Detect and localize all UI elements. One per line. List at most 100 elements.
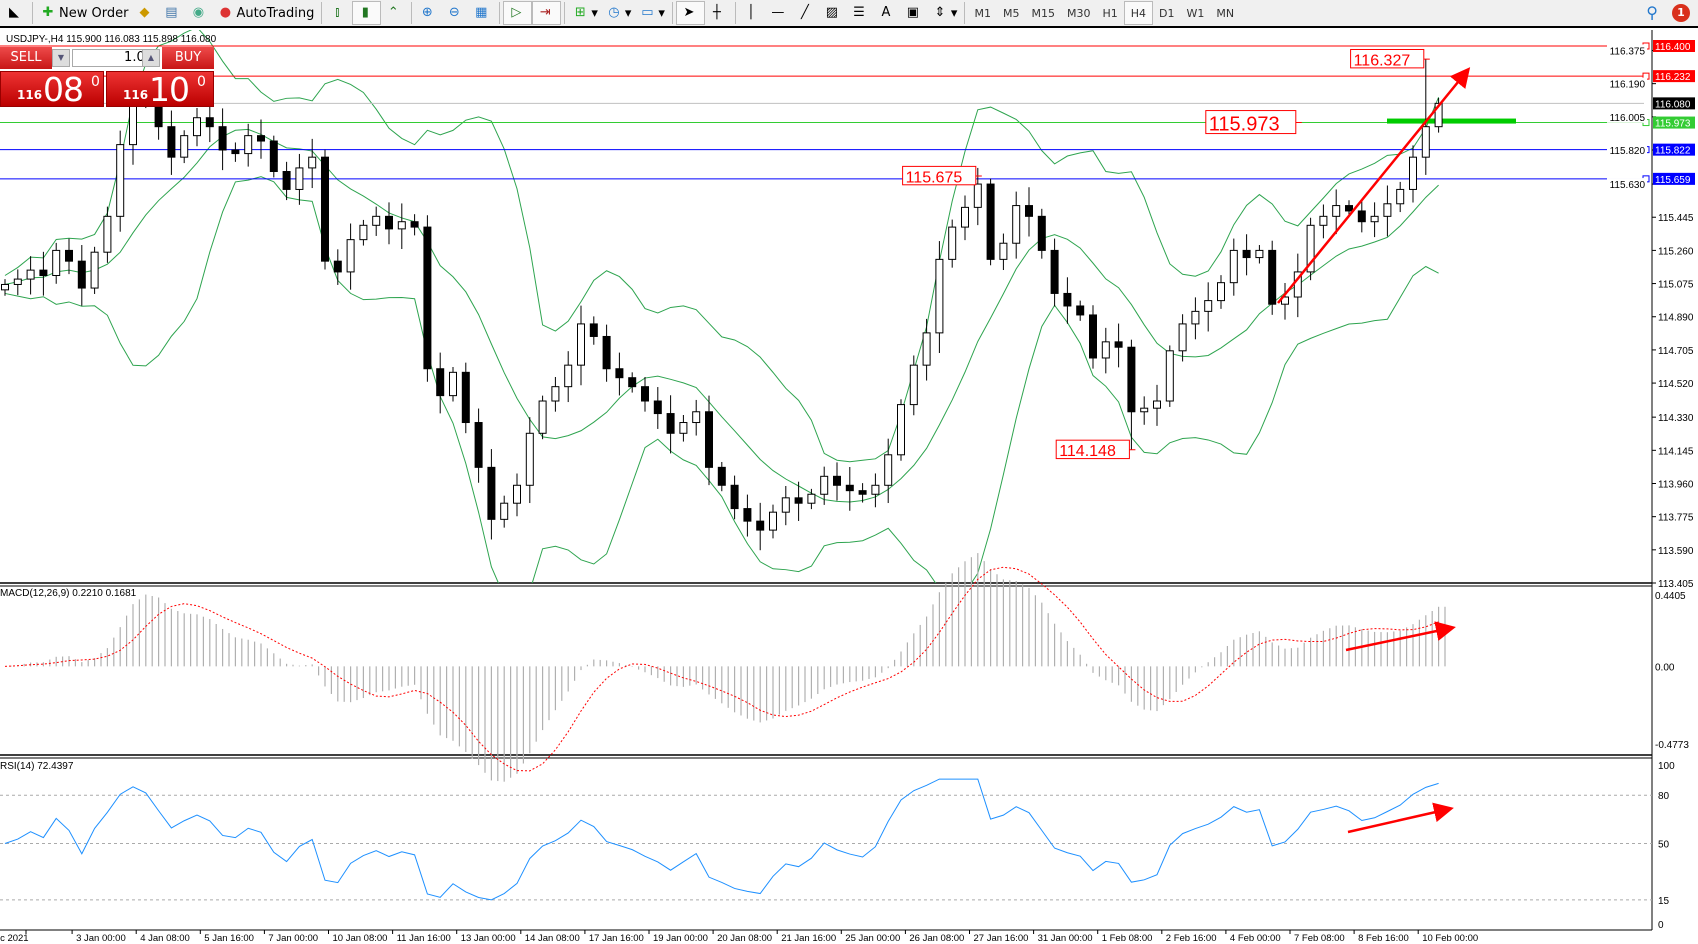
arrows-button[interactable]: ⇕ ▾ xyxy=(928,1,962,25)
timeframe-m5[interactable]: M5 xyxy=(1002,6,1020,20)
buy-price-fraction: 0 xyxy=(197,74,206,90)
time-label: 21 Jan 16:00 xyxy=(781,933,836,944)
candle xyxy=(308,156,317,169)
rsi-arrow xyxy=(1347,802,1454,834)
candle xyxy=(922,332,931,366)
price-chart[interactable]: 116.327 115.973 115.675 114.148 USDJPY-,H4 1… xyxy=(0,30,1698,944)
divider xyxy=(964,2,966,24)
auto-trading-button[interactable]: ● AutoTrading xyxy=(213,1,318,25)
candle xyxy=(538,400,547,434)
signal-button[interactable]: ◉ xyxy=(186,1,213,25)
candle xyxy=(1127,346,1136,413)
rsi-label: RSI(14) 72.4397 xyxy=(0,761,74,772)
macd-label: MACD(12,26,9) 0.2210 0.1681 xyxy=(0,588,137,599)
timeframe-m15[interactable]: M15 xyxy=(1031,6,1055,20)
candle xyxy=(781,497,790,513)
timeframe-d1[interactable]: D1 xyxy=(1159,6,1175,20)
chart-shift-button[interactable]: ⇥ xyxy=(532,1,562,25)
price-tick-label: 114.330 xyxy=(1658,413,1694,424)
time-label: 8 Feb 16:00 xyxy=(1358,933,1409,944)
buy-button[interactable]: BUY xyxy=(162,47,214,69)
timeframe-m30[interactable]: M30 xyxy=(1066,6,1091,20)
candle xyxy=(269,140,278,173)
candle xyxy=(1204,300,1213,312)
tile-icon: ▦ xyxy=(475,5,488,20)
macd-arrow xyxy=(1345,621,1456,652)
price-tick-label-bg xyxy=(1607,77,1647,90)
candle xyxy=(77,260,86,289)
timeframe-h4[interactable]: H4 xyxy=(1123,1,1154,25)
price-tick-label: 115.445 xyxy=(1658,213,1694,224)
cursor-button[interactable]: ➤ xyxy=(675,1,705,25)
rsi-panel xyxy=(0,778,1652,901)
time-label: 14 Jan 08:00 xyxy=(525,933,580,944)
timeframe-mn[interactable]: MN xyxy=(1216,6,1235,20)
toolbar-menu-button[interactable]: ◣ xyxy=(2,1,29,25)
templates-icon: ▭ xyxy=(641,5,654,20)
search-icon[interactable]: ⚲ xyxy=(1646,3,1658,22)
trendline-button[interactable]: ╱ xyxy=(793,1,820,25)
candle xyxy=(1050,249,1059,294)
candle xyxy=(1101,341,1110,359)
market-watch-button[interactable]: ◆ xyxy=(132,1,159,25)
zoom-in-button[interactable]: ⊕ xyxy=(415,1,442,25)
candle xyxy=(346,239,355,273)
zoom-out-button[interactable]: ⊖ xyxy=(442,1,469,25)
tile-button[interactable]: ▦ xyxy=(469,1,496,25)
candle xyxy=(641,386,649,402)
candle xyxy=(973,183,982,208)
level-price-tag xyxy=(1653,172,1695,185)
buy-price[interactable]: 116 10 0 xyxy=(106,70,214,109)
macd-tick-label: -0.4773 xyxy=(1655,740,1689,751)
lots-increase-button[interactable]: ▲ xyxy=(142,49,160,67)
main-panel: 116.327 115.973 115.675 114.148 xyxy=(0,30,1650,583)
templates-button[interactable]: ▭ ▾ xyxy=(641,5,665,21)
sell-price[interactable]: 116 08 0 xyxy=(0,70,104,109)
rsi-tick-label: 80 xyxy=(1658,791,1670,802)
text-icon: A xyxy=(881,5,891,20)
price-tick-label: 115.075 xyxy=(1658,280,1694,291)
time-label: 25 Jan 00:00 xyxy=(845,933,900,944)
candle xyxy=(372,215,381,226)
chart-header: USDJPY-,H4 115.900 116.083 115.898 116.0… xyxy=(6,34,217,45)
lots-decrease-button[interactable]: ▼ xyxy=(52,49,70,67)
divider xyxy=(499,2,501,24)
candle xyxy=(90,251,99,289)
candle xyxy=(1421,126,1430,158)
level-price-tag xyxy=(1653,70,1695,83)
target-zone-bar xyxy=(1387,118,1516,124)
price-tick-label: 114.890 xyxy=(1658,313,1694,324)
channel-button[interactable]: ▨ xyxy=(820,1,847,25)
autoscroll-button[interactable]: ▷ xyxy=(503,1,533,25)
horizontal-line-button[interactable]: — xyxy=(766,1,793,25)
candlestick-button[interactable]: ▮ xyxy=(352,1,382,25)
crosshair-button[interactable]: ┼ xyxy=(705,1,732,25)
time-label: 5 Jan 16:00 xyxy=(204,933,254,944)
candle xyxy=(1409,156,1417,190)
navigator-button[interactable]: ▤ xyxy=(159,1,186,25)
timeframe-m1[interactable]: M1 xyxy=(974,6,991,20)
timeframe-h1[interactable]: H1 xyxy=(1102,6,1118,20)
sell-price-fraction: 0 xyxy=(91,74,100,90)
chart-shift-icon: ⇥ xyxy=(539,5,551,20)
vertical-line-button[interactable]: │ xyxy=(739,1,766,25)
periods-button[interactable]: ◷ ▾ xyxy=(602,1,636,25)
new-order-button[interactable]: ✚ New Order xyxy=(36,1,132,25)
fibonacci-button[interactable]: ☰ xyxy=(847,1,874,25)
notifications-badge[interactable]: 1 xyxy=(1672,3,1690,22)
bar-chart-button[interactable]: ⫾ xyxy=(325,1,352,25)
indicators-button[interactable]: ⊞ ▾ xyxy=(568,1,602,25)
sell-button[interactable]: SELL xyxy=(0,47,52,69)
text-button[interactable]: A xyxy=(874,1,901,25)
label-button[interactable]: ▣ xyxy=(901,1,928,25)
time-label: 9 Dec 2021 xyxy=(0,933,29,944)
timeframe-w1[interactable]: W1 xyxy=(1186,6,1205,20)
candle xyxy=(1217,282,1225,302)
level-price-label: 116.080 xyxy=(1655,99,1691,110)
price-tick-label: 116.375 xyxy=(1610,46,1646,57)
line-chart-button[interactable]: ⌃ xyxy=(381,1,408,25)
candle xyxy=(615,368,624,379)
candle xyxy=(961,206,969,228)
candle xyxy=(474,422,483,468)
rsi-tick-label: 50 xyxy=(1658,840,1670,851)
